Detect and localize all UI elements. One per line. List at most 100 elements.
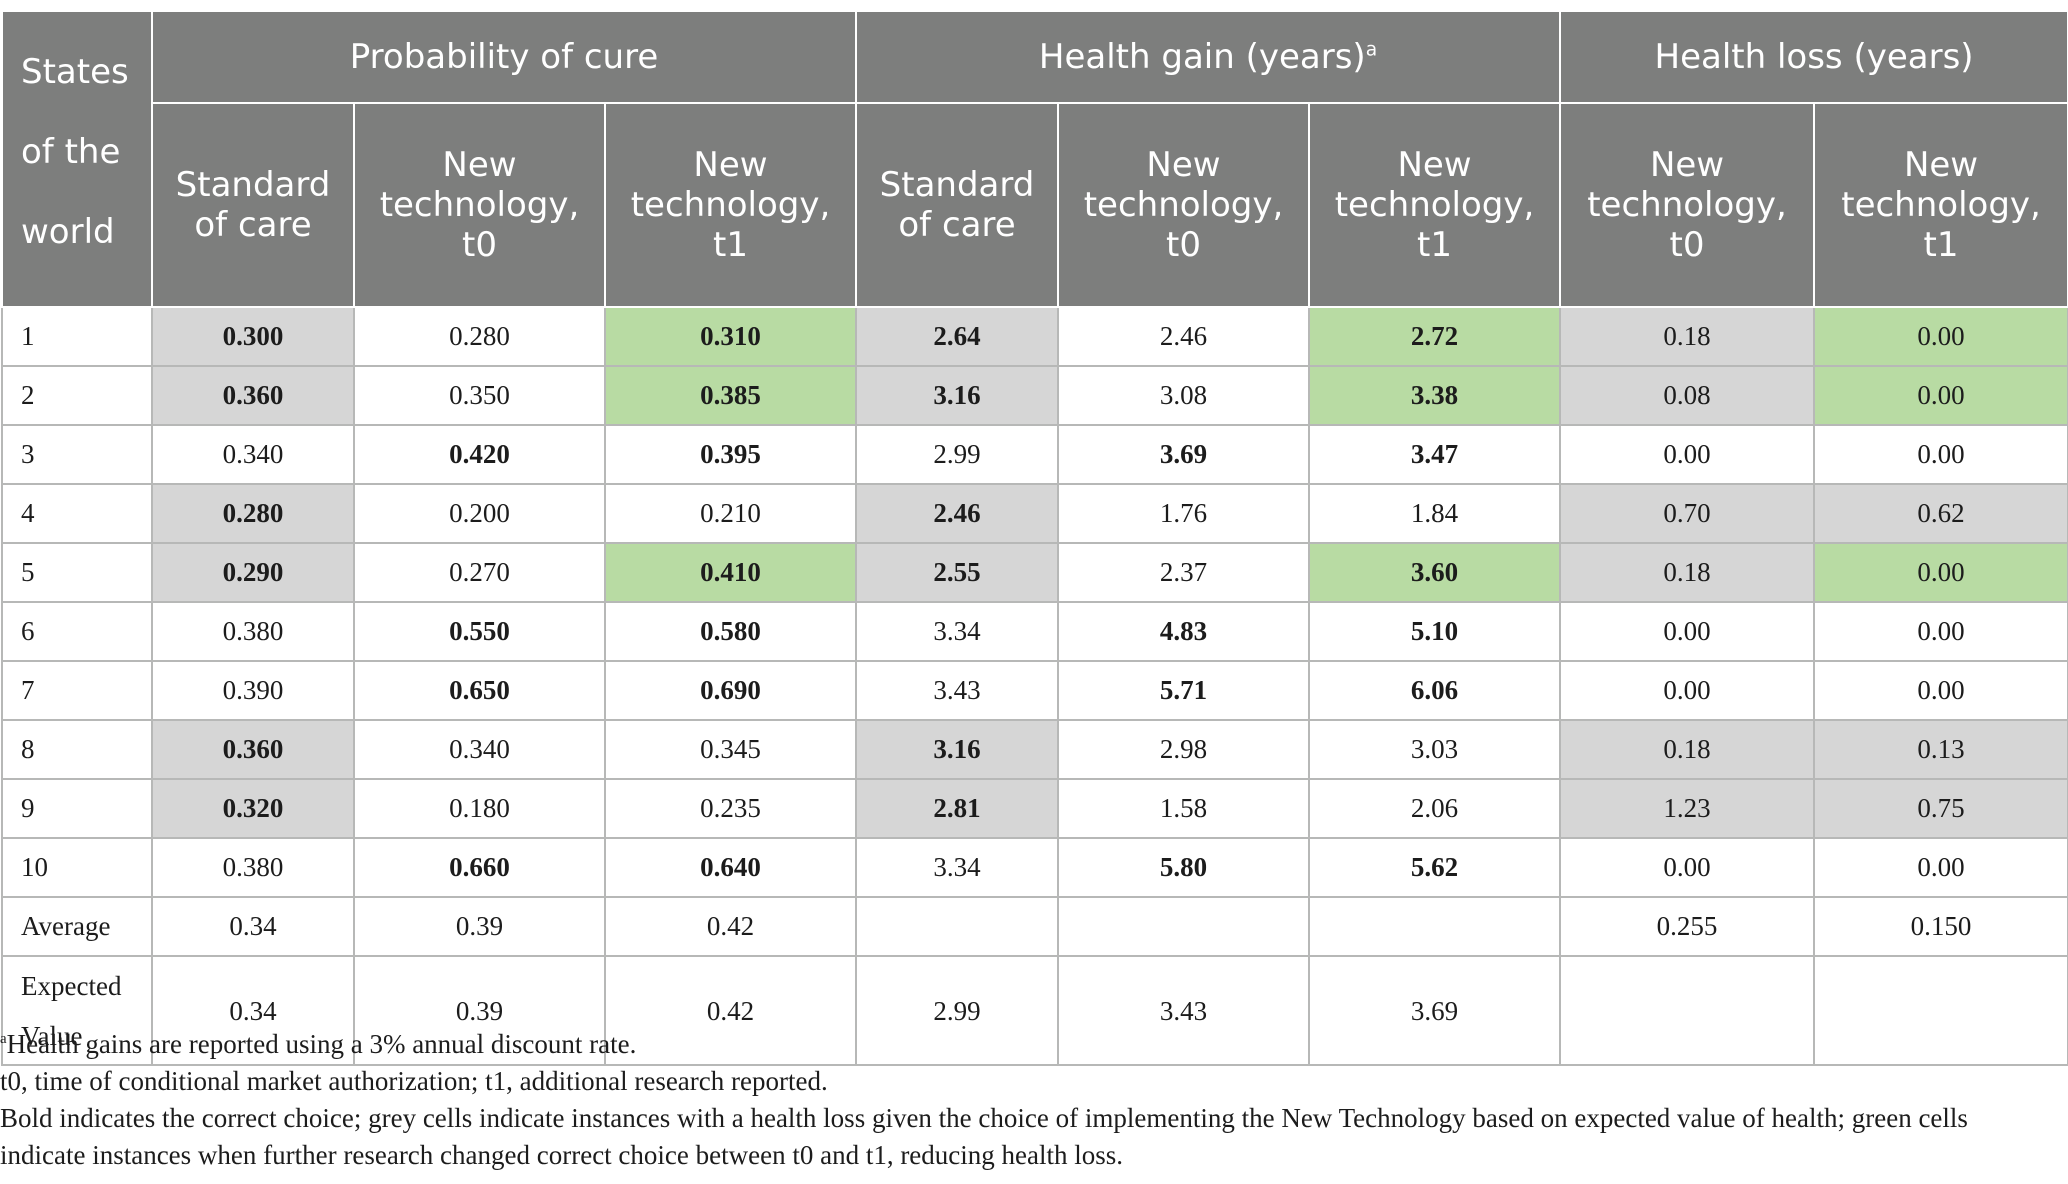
table-cell: 0.360 <box>151 719 355 780</box>
table-cell: 0.18 <box>1559 542 1816 603</box>
soc-gain-column-header: Standard of care <box>855 102 1060 308</box>
table-cell: 4.83 <box>1057 601 1311 662</box>
table-cell: 3.60 <box>1308 542 1562 603</box>
table-row: 1 0.300 0.280 0.310 2.64 2.46 2.72 0.18 0.00 <box>1 306 2068 367</box>
table-cell: 5.62 <box>1308 837 1562 898</box>
column-header-line: technology, <box>1587 185 1787 226</box>
corner-header-line: world <box>21 212 115 252</box>
table-cell: 0.660 <box>353 837 606 898</box>
group-header-row: States of the world Probability of cure … <box>1 9 2068 308</box>
table-cell: 3.43 <box>1057 955 1311 1066</box>
table-cell <box>1057 896 1311 957</box>
table-cell: 0.650 <box>353 660 606 721</box>
table-cell: 0.70 <box>1559 483 1816 544</box>
table-cell: 0.345 <box>603 719 858 780</box>
table-cell: 0.00 <box>1559 424 1816 485</box>
table-cell: 0.410 <box>603 542 858 603</box>
table-cell: 2.98 <box>1057 719 1311 780</box>
table-cell: 0.00 <box>1559 837 1816 898</box>
newtech-t1-loss-column-header: New technology, t1 <box>1813 102 2068 308</box>
table-cell: 0.235 <box>603 778 858 839</box>
table-cell: 0.39 <box>353 896 606 957</box>
table-cell: 0.690 <box>603 660 858 721</box>
table-row: 7 0.390 0.650 0.690 3.43 5.71 6.06 0.00 0.00 <box>1 660 2068 721</box>
table-cell: 0.00 <box>1813 601 2068 662</box>
probability-of-cure-group-header: Probability of cure <box>150 9 858 105</box>
results-table-container: States of the world Probability of cure … <box>0 9 2068 1066</box>
table-cell: 0.390 <box>151 660 355 721</box>
row-label: 6 <box>1 601 153 662</box>
table-cell: 3.34 <box>855 837 1060 898</box>
footnote-a: aHealth gains are reported using a 3% an… <box>0 1026 2060 1063</box>
row-label: 5 <box>1 542 153 603</box>
newtech-t0-loss-column-header: New technology, t0 <box>1559 102 1816 308</box>
table-cell: 0.395 <box>603 424 858 485</box>
footnote-abbreviations: t0, time of conditional market authoriza… <box>0 1066 828 1096</box>
table-cell: 2.99 <box>855 955 1060 1066</box>
states-of-world-header: States of the world <box>1 10 153 308</box>
table-header: States of the world Probability of cure … <box>1 9 2068 308</box>
row-label: 10 <box>1 837 153 898</box>
table-cell: 0.42 <box>603 896 858 957</box>
footnote-a-text: Health gains are reported using a 3% ann… <box>6 1029 637 1059</box>
column-header-line: technology, <box>1841 185 2041 226</box>
table-row: 6 0.380 0.550 0.580 3.34 4.83 5.10 0.00 0.00 <box>1 601 2068 662</box>
table-cell: 0.255 <box>1559 896 1816 957</box>
table-cell: 0.360 <box>151 365 355 426</box>
table-cell: 0.290 <box>151 542 355 603</box>
row-label: Expected Value <box>1 955 153 1066</box>
table-cell: 0.310 <box>603 306 858 367</box>
column-header-line: New <box>1903 145 1979 186</box>
table-cell: 3.03 <box>1308 719 1562 780</box>
column-header-line: Standard <box>879 165 1035 206</box>
table-cell: 2.46 <box>855 483 1060 544</box>
column-header-line: t1 <box>1923 225 1959 266</box>
table-cell: 5.80 <box>1057 837 1311 898</box>
health-loss-group-header: Health loss (years) <box>1559 9 2068 105</box>
table-cell: 0.210 <box>603 483 858 544</box>
table-cell: 0.42 <box>603 955 858 1066</box>
column-header-line: t1 <box>713 225 748 266</box>
table-cell: 3.16 <box>855 719 1060 780</box>
table-cell: 0.340 <box>151 424 355 485</box>
column-header-line: of care <box>194 205 312 246</box>
table-cell: 3.08 <box>1057 365 1311 426</box>
table-row: 10 0.380 0.660 0.640 3.34 5.80 5.62 0.00 0.00 <box>1 837 2068 898</box>
table-cell: 0.420 <box>353 424 606 485</box>
table-cell: 0.00 <box>1813 660 2068 721</box>
table-cell <box>855 896 1060 957</box>
table-cell <box>1813 955 2068 1066</box>
table-cell: 2.06 <box>1308 778 1562 839</box>
table-row: 3 0.340 0.420 0.395 2.99 3.69 3.47 0.00 0.00 <box>1 424 2068 485</box>
subheader-row: Standard of care New technology, t0 New techno… <box>2 102 2068 308</box>
table-cell: 0.34 <box>151 955 355 1066</box>
table-cell: 0.270 <box>353 542 606 603</box>
table-cell: 5.10 <box>1308 601 1562 662</box>
column-header-line: t0 <box>1166 225 1201 266</box>
table-row: Expected Value 0.34 0.39 0.42 2.99 3.43 3.69 <box>1 955 2068 1066</box>
column-header-line: New <box>1146 145 1221 186</box>
table-cell: 1.84 <box>1308 483 1562 544</box>
row-label: 7 <box>1 660 153 721</box>
row-label: 2 <box>1 365 153 426</box>
table-cell: 0.280 <box>353 306 606 367</box>
column-header-line: t1 <box>1417 225 1452 266</box>
column-header-line: technology, <box>379 185 580 226</box>
column-header-line: technology, <box>1334 185 1535 226</box>
table-cell: 0.550 <box>353 601 606 662</box>
footnote-marker: a <box>0 1031 7 1047</box>
table-row: 5 0.290 0.270 0.410 2.55 2.37 3.60 0.18 0.00 <box>1 542 2068 603</box>
group-header-label: Health loss (years) <box>1654 37 1974 78</box>
table-row: Average 0.34 0.39 0.42 0.255 0.150 <box>1 896 2068 957</box>
table-cell: 0.350 <box>353 365 606 426</box>
corner-header-line: States <box>21 52 129 92</box>
table-cell: 2.46 <box>1057 306 1311 367</box>
table-cell <box>1308 896 1562 957</box>
table-cell: 2.81 <box>855 778 1060 839</box>
newtech-t0-prob-column-header: New technology, t0 <box>353 102 606 308</box>
column-header-line: t0 <box>1669 225 1705 266</box>
results-table: States of the world Probability of cure … <box>1 9 2068 1066</box>
column-header-line: technology, <box>1083 185 1284 226</box>
table-cell: 5.71 <box>1057 660 1311 721</box>
table-cell: 0.180 <box>353 778 606 839</box>
